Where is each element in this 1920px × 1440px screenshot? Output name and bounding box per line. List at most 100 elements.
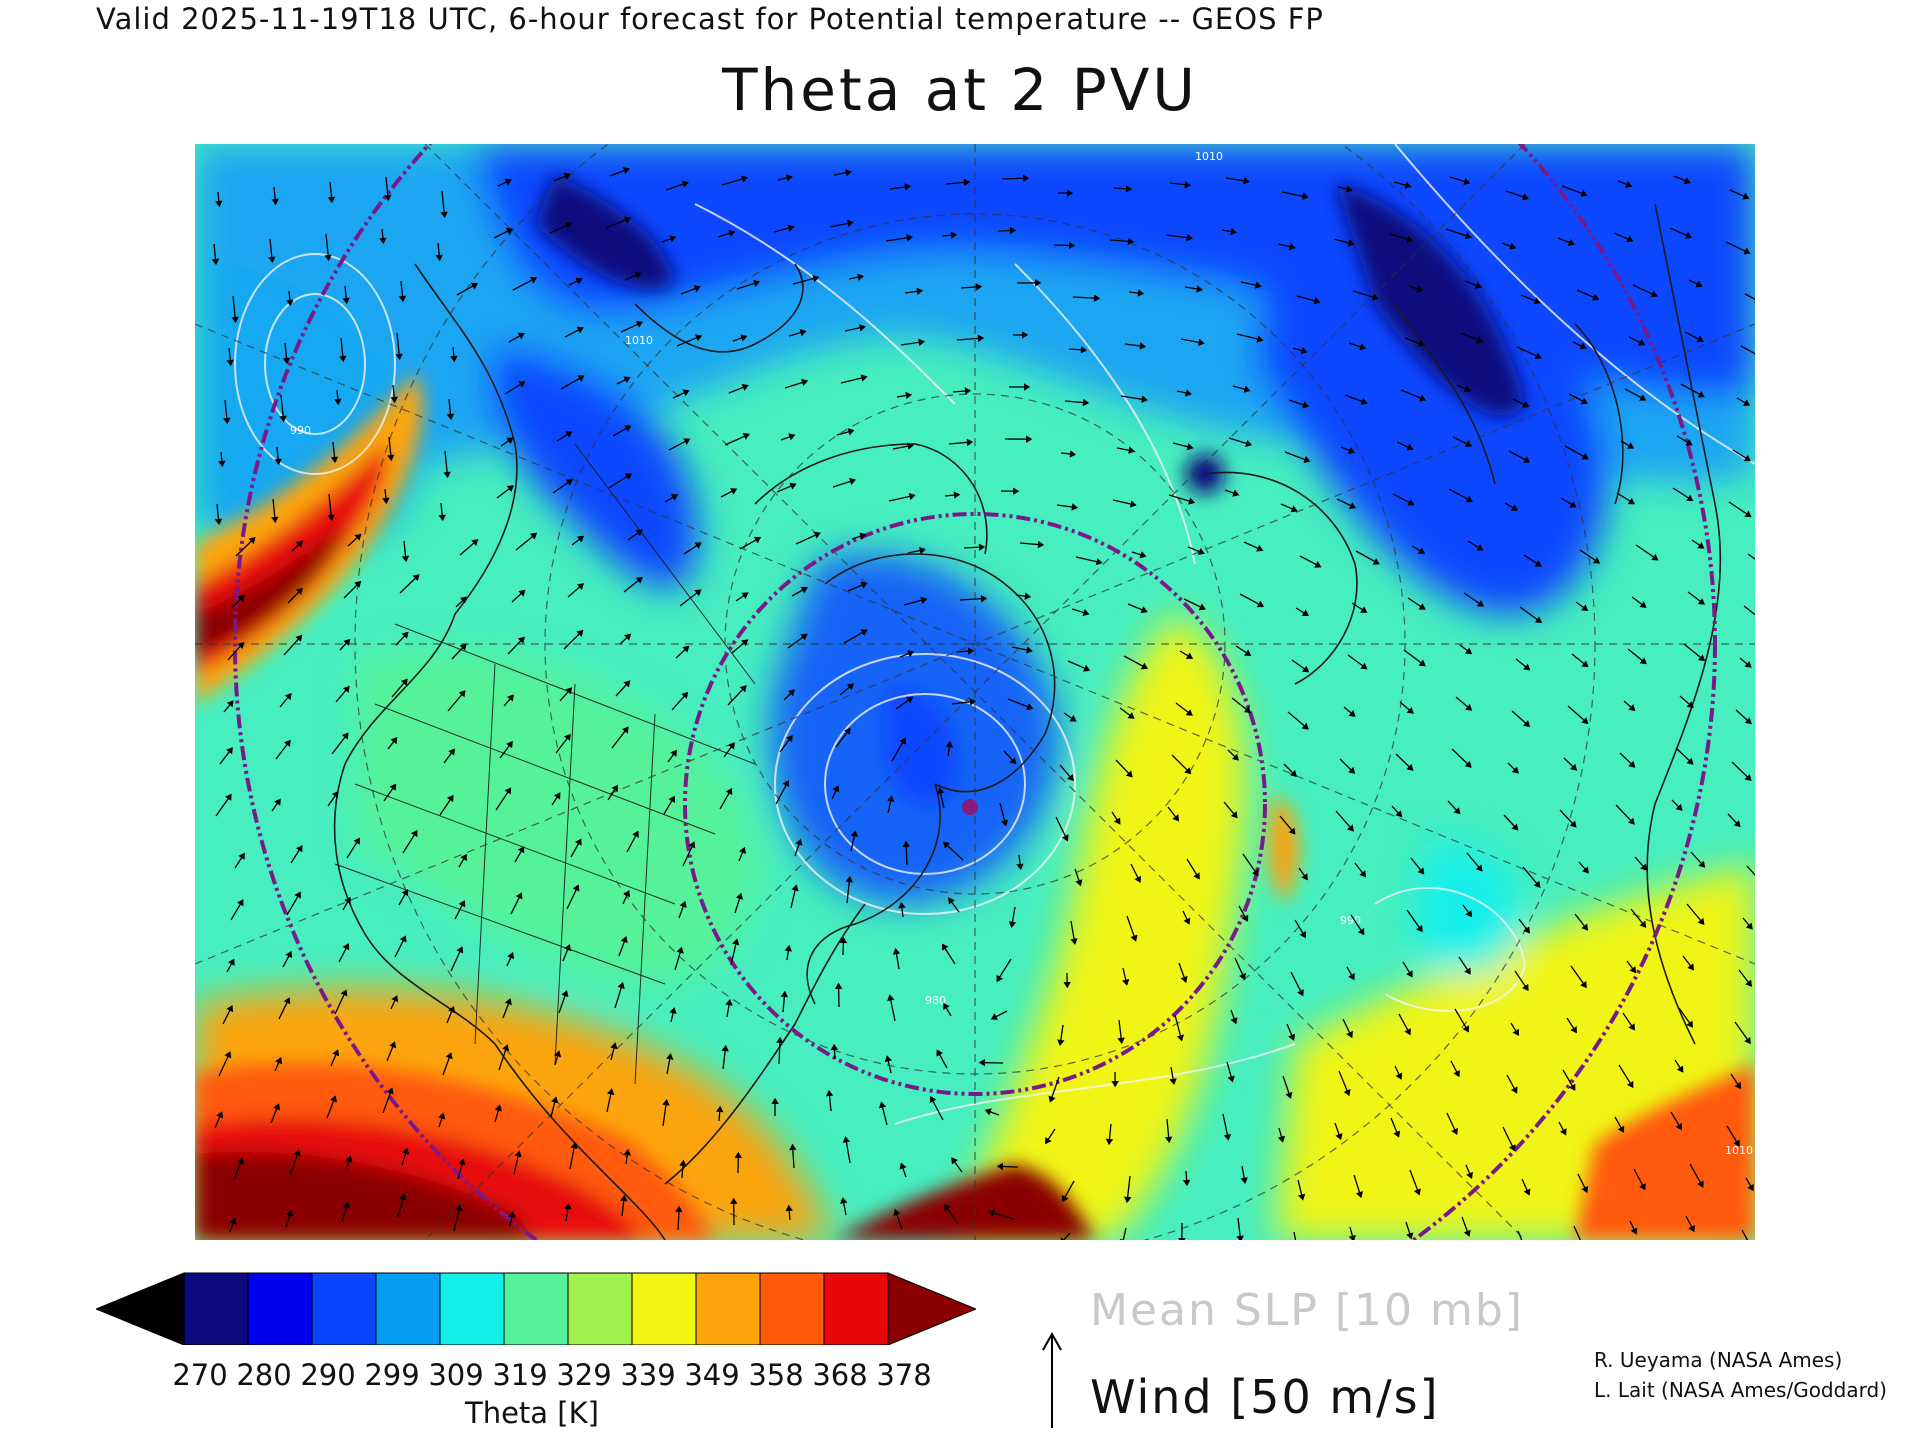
wind-vector-head [1734,1082,1742,1090]
wind-vector-head [1742,399,1751,406]
wind-vector-head [1592,556,1601,564]
wind-vector-head [1418,603,1426,610]
wind-vector-head [1105,1138,1114,1146]
wind-vector-head [228,958,235,966]
wind-vector-head [225,793,232,801]
wind-vector-head [832,785,840,793]
wind-vector-head [1688,1224,1695,1233]
wind-vector-head [412,574,420,582]
wind-vector-head [1080,346,1088,354]
colorbar-tick: 378 [876,1358,932,1392]
wind-vector-head [504,787,512,795]
wind-vector-head [401,631,409,639]
wind-vector-head [1511,823,1519,831]
wind-vector-head [1464,440,1473,447]
wind-vector-head [739,846,746,855]
wind-vector-head [978,543,986,551]
wind-vector-head [1406,443,1414,451]
wind-vector-head [693,285,701,293]
wind-vector-head [1301,609,1310,616]
wind-vector-head [676,946,684,954]
wind-vector-head [570,1142,578,1150]
wind-vector-head [635,576,643,584]
wind-vector-head [268,256,276,264]
wind-vector-head [936,1049,943,1057]
wind-vector-head [1406,970,1413,978]
wind-vector-head [1462,1025,1469,1033]
wind-vector-head [1697,390,1705,398]
wind-vector-head [226,700,234,708]
wind-vector-head [1230,1017,1238,1025]
wind-vector-head [354,580,362,588]
north-pole-marker [962,799,978,815]
wind-vector-head [1024,383,1031,391]
wind-vector-head [576,583,585,590]
wind-vector-head [1345,185,1353,193]
wind-vector-head [1068,241,1076,250]
wind-vector-head [504,178,512,186]
wind-vector-head [963,178,971,187]
wind-vector-head [1742,192,1750,200]
wind-vector-head [339,355,347,363]
wind-vector-head [830,1043,839,1051]
wind-vector-head [728,229,736,237]
wind-vector-head [789,482,797,490]
wind-vector-head [730,1197,738,1204]
wind-vector-head [458,1158,466,1166]
wind-vector-head [941,943,949,951]
wind-vector-head [1581,1185,1589,1194]
wind-vector-head [1343,1089,1351,1097]
wind-vector-head [621,726,629,734]
wind-vector-head [624,473,632,480]
wind-vector-head [1348,710,1356,717]
wind-vector-head [1465,495,1473,503]
wind-vector-head [1413,1188,1421,1196]
wind-vector-head [887,994,895,1002]
wind-vector-head [237,899,244,907]
colorbar-tick: 309 [428,1358,484,1392]
wind-vector-head [1744,660,1752,668]
wind-vector-head [1197,547,1205,555]
wind-vector-head [787,224,795,232]
wind-vector-head [1186,233,1194,242]
wind-vector-head [978,1058,986,1067]
wind-vector-head [342,297,350,305]
wind-vector-head [1733,820,1741,828]
wind-vector [1743,605,1755,616]
wind-vector-head [1416,925,1423,933]
wind-vector-head [505,227,514,235]
wind-vector-head [1256,600,1265,608]
wind-vector-head [517,636,525,644]
wind-vector-head [1302,665,1310,673]
wind-vector-head [1130,934,1138,942]
wind-vector-head [515,892,523,900]
colorbar-tick: 280 [236,1358,292,1392]
wind-vector-head [344,896,351,904]
wind-vector-head [1569,501,1577,508]
wind-vector-head [1675,803,1683,811]
wind-vector-head [725,998,733,1006]
colorbar-tick: 339 [620,1358,676,1392]
wind-vector-head [471,539,479,547]
wind-vector [1062,1232,1071,1240]
wind-vector-head [1626,442,1635,449]
wind-vector-head [1061,834,1069,842]
wind-vector-head [284,739,291,747]
wind-vector-head [324,254,332,262]
wind-vector-head [575,838,582,846]
wind-vector-head [1243,385,1251,393]
theta-map: 990 1010 1010 1010 980 990 [195,144,1755,1240]
wind-vector-head [859,532,867,540]
wind-vector-head [343,638,351,646]
wind-vector [1747,553,1755,560]
wind-vector-head [1744,510,1752,518]
wind-vector-head [1359,343,1367,351]
wind-vector-head [1559,1128,1567,1136]
wind-vector-head [732,938,740,946]
wind-vector-head [741,383,749,391]
wind-vector-head [1063,981,1071,989]
wind-vector-head [1686,1020,1694,1028]
wind-vector-head [951,1157,958,1165]
wind-vector-head [1196,285,1204,293]
wind-vector-head [1198,603,1206,611]
